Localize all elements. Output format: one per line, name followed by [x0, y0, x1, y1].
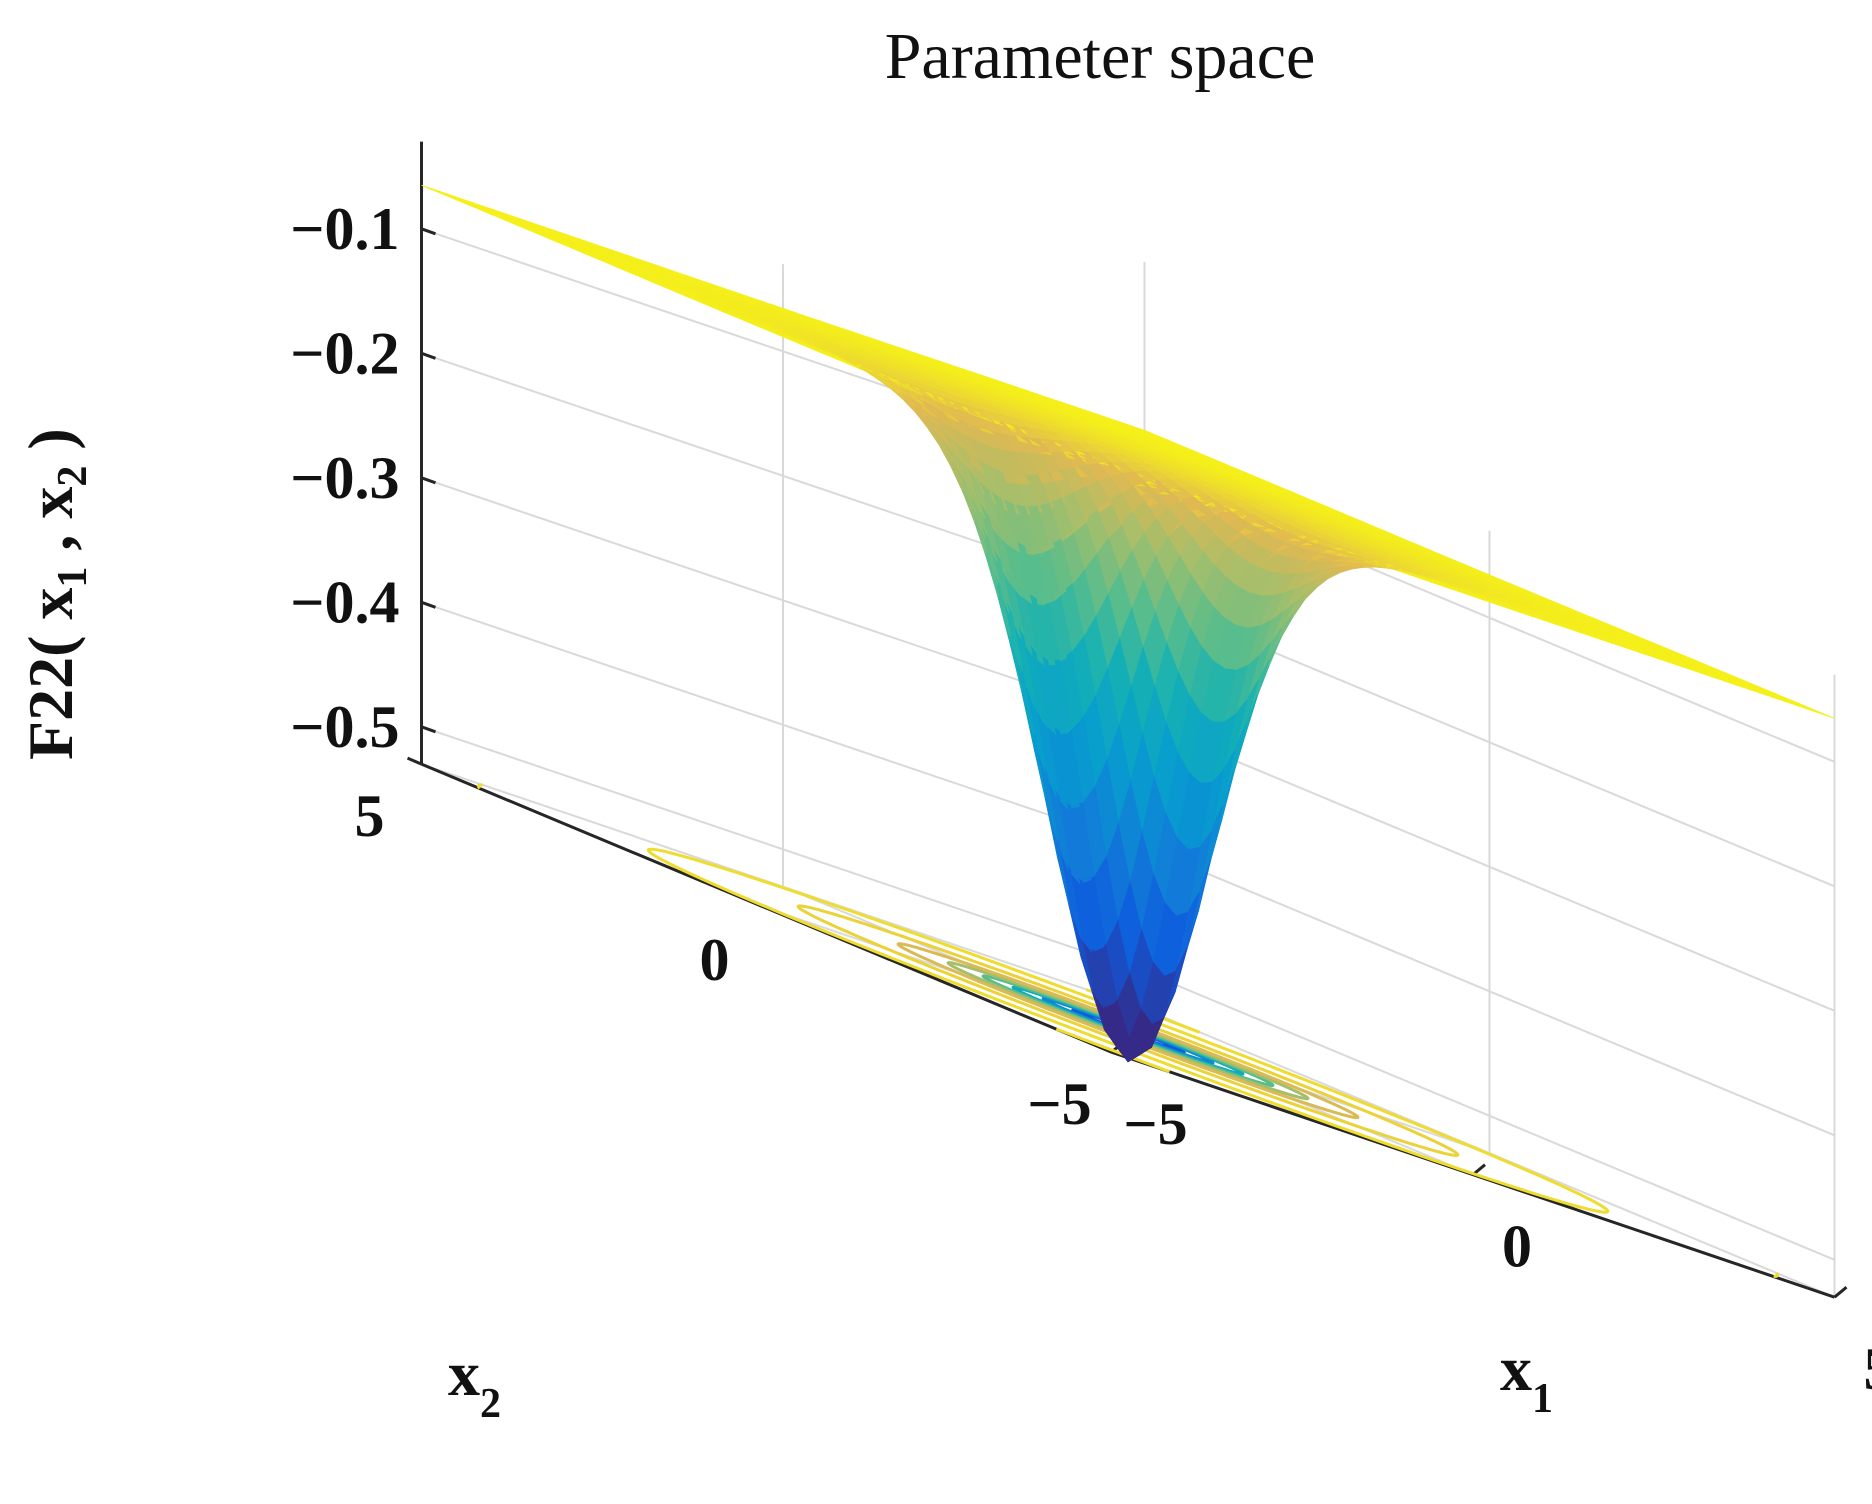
contour-line	[796, 904, 1460, 1157]
contour-line	[646, 847, 1610, 1214]
z-tick-mark	[420, 600, 437, 609]
contour-line	[896, 942, 1360, 1120]
z-tick-label: −0.2	[290, 320, 399, 386]
z-tick-label: −0.1	[290, 196, 399, 262]
z-tick-label: −0.5	[290, 694, 399, 760]
x2-tick-mark	[406, 756, 423, 766]
x2-tick-label: 5	[355, 783, 385, 849]
x2-tick-mark	[1096, 1044, 1113, 1054]
z-tick-label: −0.3	[290, 445, 399, 511]
contour-line	[946, 961, 1310, 1101]
z-tick-mark	[420, 351, 437, 360]
x1-tick-label: 0	[1502, 1214, 1532, 1280]
x2-axis-label: x2	[448, 1338, 501, 1427]
z-tick-mark	[420, 725, 437, 734]
x1-tick-label: −5	[1123, 1091, 1187, 1157]
x1-tick-label: 5	[1864, 1336, 1872, 1402]
x2-tick-label: 0	[700, 927, 730, 993]
x2-tick-label: −5	[1027, 1071, 1091, 1137]
z-axis-label: F22( x1 , x2 )	[15, 428, 96, 760]
z-tick-mark	[420, 476, 437, 485]
z-tick-label: −0.4	[290, 569, 399, 635]
z-tick-mark	[420, 227, 437, 236]
surface-cell	[421, 184, 446, 195]
chart-title: Parameter space	[885, 20, 1316, 93]
x1-tick-mark	[1833, 1286, 1848, 1299]
x1-axis-label: x1	[1500, 1333, 1553, 1422]
tick-labels: −0.1 −0.2 −0.3 −0.4 −0.5 −5 0 5 −5 0 5	[290, 196, 1872, 1402]
surface-mesh	[421, 184, 1835, 1063]
